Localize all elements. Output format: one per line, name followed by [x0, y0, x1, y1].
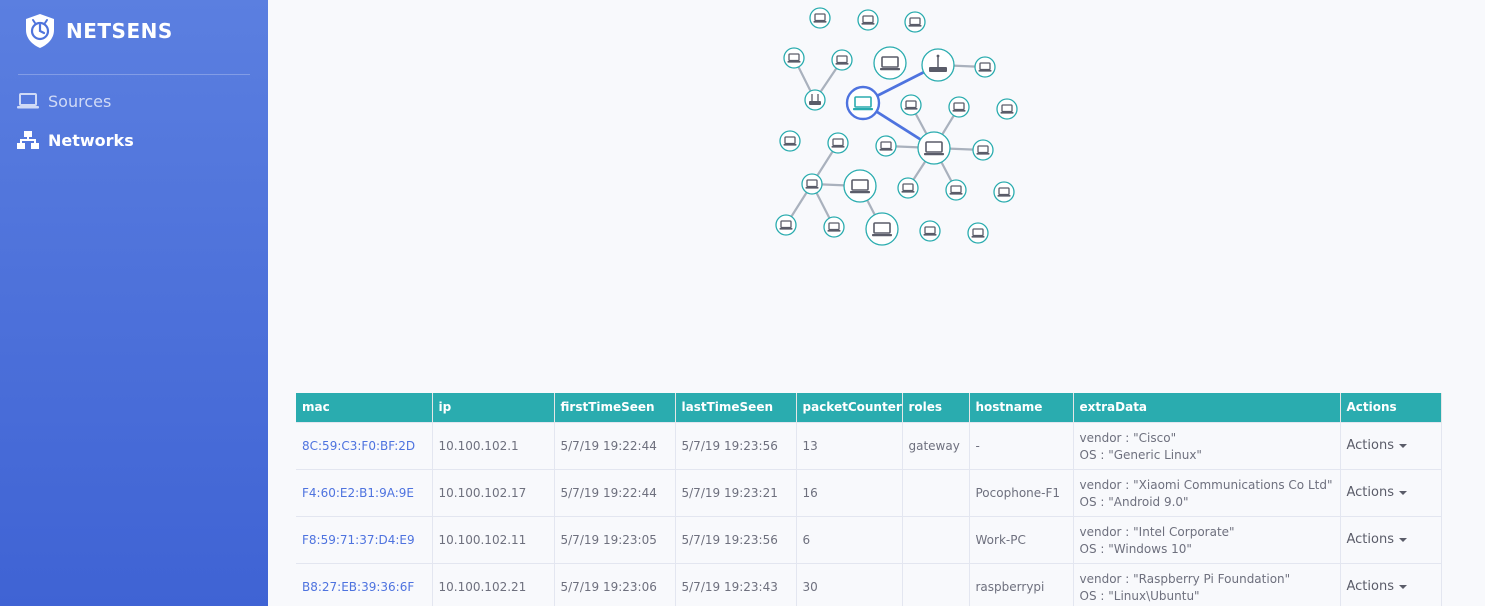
extra-vendor: vendor : "Intel Corporate" [1079, 524, 1235, 539]
cell-last-seen: 5/7/19 19:23:43 [675, 562, 797, 606]
caret-down-icon [1399, 490, 1407, 495]
column-header-first-time-seen[interactable]: firstTimeSeen [554, 393, 676, 422]
cell-last-seen: 5/7/19 19:23:21 [675, 468, 797, 516]
selected-node[interactable] [845, 85, 881, 121]
table-row[interactable]: F4:60:E2:B1:9A:9E 10.100.102.17 5/7/19 1… [296, 468, 1442, 516]
cell-packet-counter: 6 [796, 515, 903, 563]
cell-actions: Actions [1340, 562, 1442, 606]
cell-ip: 10.100.102.1 [432, 421, 555, 469]
extra-os: OS : "Linux\Ubuntu" [1079, 588, 1200, 603]
actions-dropdown-button[interactable]: Actions [1346, 438, 1407, 453]
sidebar-item-label: Sources [48, 91, 112, 111]
cell-extra-data: vendor : "Raspberry Pi Foundation" OS : … [1073, 562, 1341, 606]
extra-os: OS : "Android 9.0" [1079, 494, 1189, 509]
cell-last-seen: 5/7/19 19:23:56 [675, 515, 797, 563]
extra-vendor: vendor : "Raspberry Pi Foundation" [1079, 571, 1291, 586]
extra-os: OS : "Generic Linux" [1079, 447, 1202, 462]
cell-first-seen: 5/7/19 19:22:44 [554, 468, 676, 516]
cell-hostname: Work-PC [969, 515, 1074, 563]
cell-packet-counter: 13 [796, 421, 903, 469]
column-header-last-time-seen[interactable]: lastTimeSeen [675, 393, 797, 422]
column-header-packet-counter[interactable]: packetCounter [796, 393, 903, 422]
brand-name: NETSENS [66, 19, 173, 43]
actions-dropdown-button[interactable]: Actions [1346, 532, 1407, 547]
actions-label: Actions [1346, 579, 1395, 595]
cell-packet-counter: 30 [796, 562, 903, 606]
sidebar-divider [18, 74, 250, 75]
cell-hostname: - [969, 421, 1074, 469]
column-header-actions: Actions [1340, 393, 1442, 422]
extra-vendor: vendor : "Xiaomi Communications Co Ltd" [1079, 477, 1333, 492]
graph-nodes [775, 7, 1018, 246]
mac-link[interactable]: F4:60:E2:B1:9A:9E [302, 485, 414, 500]
cell-ip: 10.100.102.11 [432, 515, 555, 563]
cell-roles [902, 515, 970, 563]
column-header-extra-data[interactable]: extraData [1073, 393, 1341, 422]
column-header-roles[interactable]: roles [902, 393, 970, 422]
mac-link[interactable]: F8:59:71:37:D4:E9 [302, 532, 415, 547]
table-header-row: mac ip firstTimeSeen lastTimeSeen packet… [296, 393, 1442, 422]
cell-actions: Actions [1340, 468, 1442, 516]
network-icon [17, 131, 39, 149]
column-header-mac[interactable]: mac [296, 393, 433, 422]
cell-actions: Actions [1340, 421, 1442, 469]
actions-label: Actions [1346, 485, 1395, 500]
selected-laptop-icon [853, 96, 873, 111]
devices-table: mac ip firstTimeSeen lastTimeSeen packet… [296, 393, 1442, 606]
actions-label: Actions [1346, 438, 1395, 453]
actions-dropdown-button[interactable]: Actions [1346, 485, 1407, 500]
brand[interactable]: NETSENS [24, 13, 173, 49]
cell-roles [902, 562, 970, 606]
table-row[interactable]: B8:27:EB:39:36:6F 10.100.102.21 5/7/19 1… [296, 562, 1442, 606]
laptop-icon [17, 93, 39, 109]
caret-down-icon [1399, 443, 1407, 448]
cell-ip: 10.100.102.21 [432, 562, 555, 606]
column-header-hostname[interactable]: hostname [969, 393, 1074, 422]
cell-mac: F4:60:E2:B1:9A:9E [296, 468, 433, 516]
caret-down-icon [1399, 537, 1407, 542]
cell-mac: F8:59:71:37:D4:E9 [296, 515, 433, 563]
caret-down-icon [1399, 584, 1407, 589]
cell-first-seen: 5/7/19 19:23:05 [554, 515, 676, 563]
actions-dropdown-button[interactable]: Actions [1346, 579, 1407, 595]
actions-label: Actions [1346, 532, 1395, 547]
cell-extra-data: vendor : "Intel Corporate" OS : "Windows… [1073, 515, 1341, 563]
sidebar-item-sources[interactable]: Sources [17, 89, 111, 113]
cell-actions: Actions [1340, 515, 1442, 563]
table-row[interactable]: 8C:59:C3:F0:BF:2D 10.100.102.1 5/7/19 19… [296, 421, 1442, 469]
sidebar-item-label: Networks [48, 130, 134, 150]
cell-hostname: Pocophone-F1 [969, 468, 1074, 516]
cell-hostname: raspberrypi [969, 562, 1074, 606]
cell-mac: 8C:59:C3:F0:BF:2D [296, 421, 433, 469]
extra-os: OS : "Windows 10" [1079, 541, 1192, 556]
network-graph[interactable] [770, 0, 1030, 250]
cell-mac: B8:27:EB:39:36:6F [296, 562, 433, 606]
extra-vendor: vendor : "Cisco" [1079, 430, 1177, 445]
cell-roles: gateway [902, 421, 970, 469]
sidebar: NETSENS Sources Networks [0, 0, 268, 606]
cell-extra-data: vendor : "Cisco" OS : "Generic Linux" [1073, 421, 1341, 469]
table-row[interactable]: F8:59:71:37:D4:E9 10.100.102.11 5/7/19 1… [296, 515, 1442, 563]
cell-packet-counter: 16 [796, 468, 903, 516]
mac-link[interactable]: B8:27:EB:39:36:6F [302, 579, 415, 594]
column-header-ip[interactable]: ip [432, 393, 555, 422]
cell-last-seen: 5/7/19 19:23:56 [675, 421, 797, 469]
mac-link[interactable]: 8C:59:C3:F0:BF:2D [302, 438, 416, 453]
cell-ip: 10.100.102.17 [432, 468, 555, 516]
cell-first-seen: 5/7/19 19:23:06 [554, 562, 676, 606]
shield-logo-icon [26, 14, 54, 48]
cell-first-seen: 5/7/19 19:22:44 [554, 421, 676, 469]
sidebar-item-networks[interactable]: Networks [17, 128, 134, 152]
cell-roles [902, 468, 970, 516]
cell-extra-data: vendor : "Xiaomi Communications Co Ltd" … [1073, 468, 1341, 516]
